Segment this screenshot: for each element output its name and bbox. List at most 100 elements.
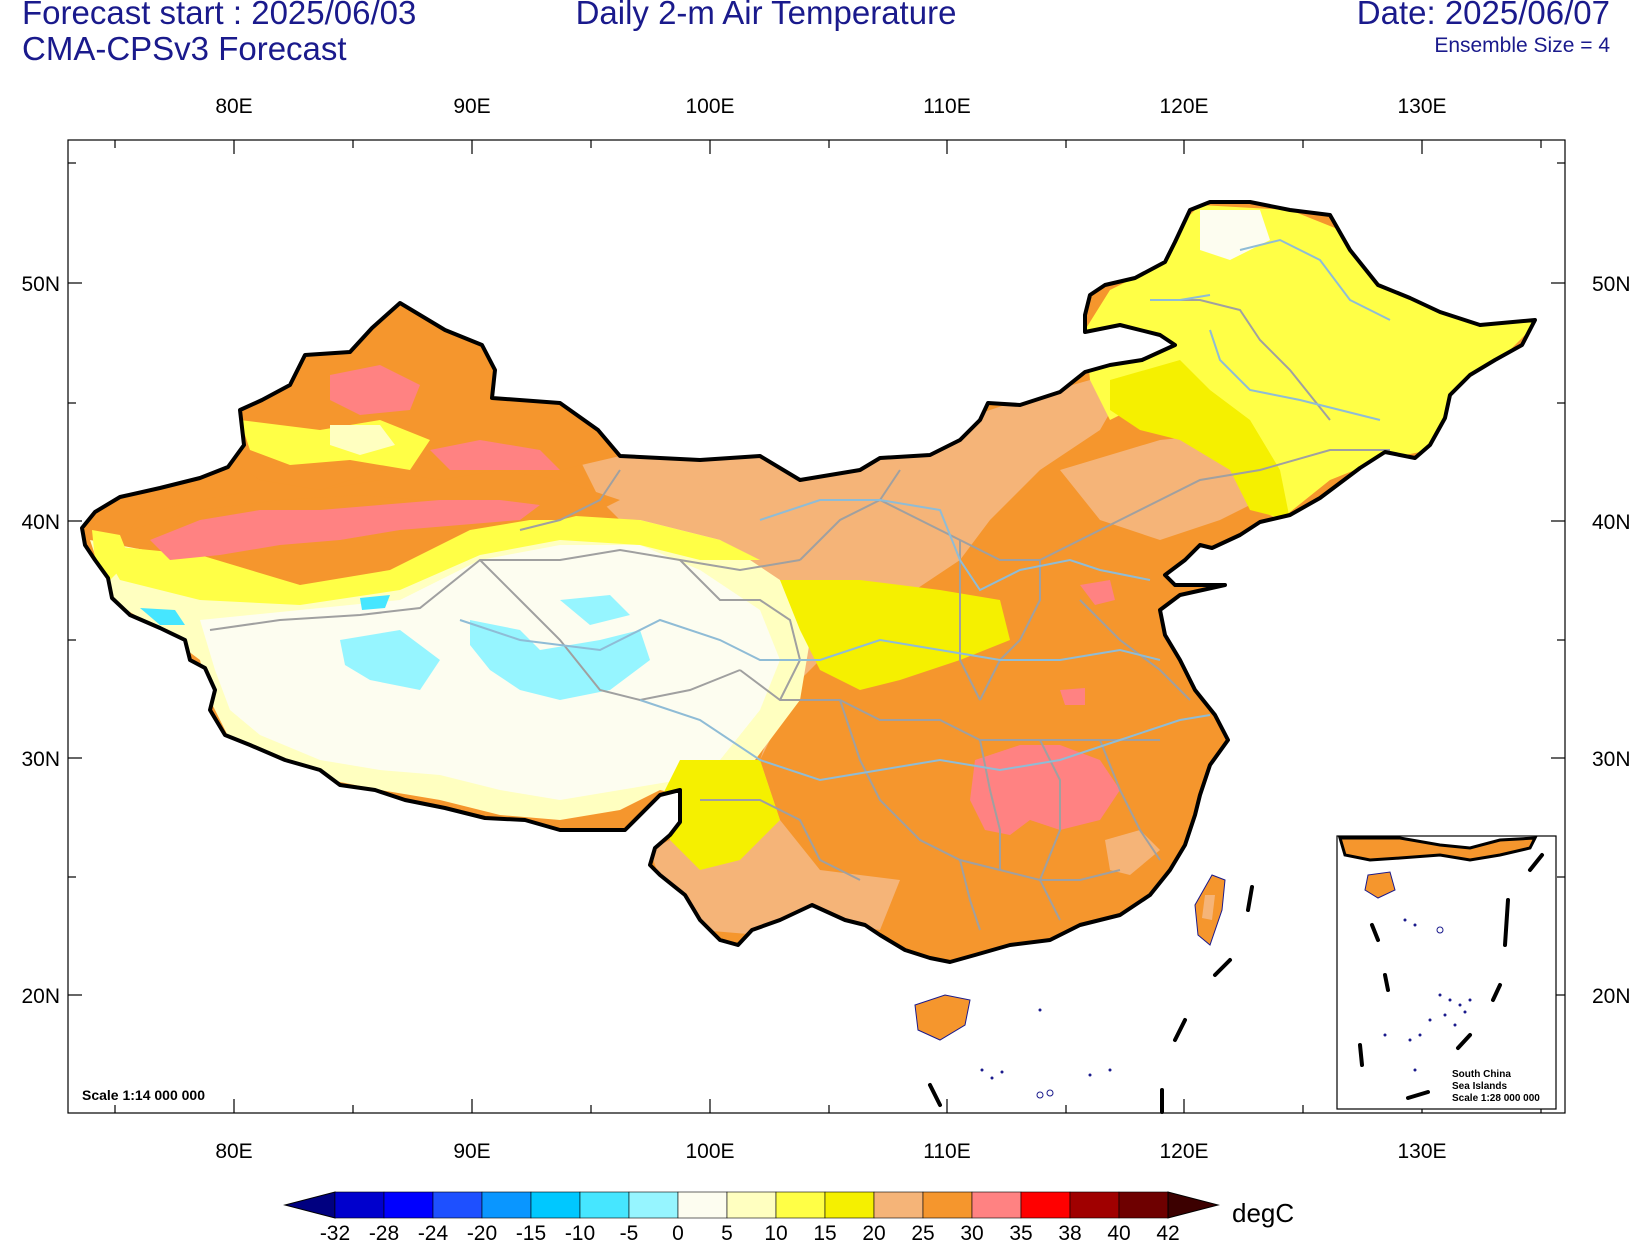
- lon-label: 130E: [1397, 1140, 1446, 1163]
- province-boundaries: [209, 299, 1390, 931]
- field-0-5-spot: [470, 620, 650, 700]
- lat-label: 40N: [21, 511, 60, 534]
- colorbar-swatch: [922, 1191, 973, 1219]
- field-15-20-edge: [100, 515, 760, 605]
- lat-label: 40N: [1592, 511, 1631, 534]
- colorbar-label: 38: [1058, 1222, 1081, 1241]
- field-30-35-central: [970, 745, 1120, 835]
- inset-islands: [1383, 918, 1472, 1072]
- colorbar-label: -10: [565, 1222, 595, 1241]
- colorbar-label: 15: [813, 1222, 836, 1241]
- field-0-5-spot: [560, 595, 630, 625]
- inset-dashes: [1358, 853, 1544, 1100]
- colorbar-swatch: [873, 1191, 924, 1219]
- maritime-boundary-dashes: [928, 885, 1254, 1114]
- lon-label: 130E: [1397, 95, 1446, 118]
- inset-scale-label: Scale 1:28 000 000: [1452, 1093, 1540, 1104]
- field-minus5-0-spot: [140, 608, 185, 625]
- lon-label: 80E: [215, 1140, 252, 1163]
- lat-label: 50N: [21, 273, 60, 296]
- colorbar-swatch: [824, 1191, 875, 1219]
- forecast-start-label: Forecast start : 2025/06/03: [22, 0, 417, 31]
- lat-label: 50N: [1592, 273, 1631, 296]
- model-label: CMA-CPSv3 Forecast: [22, 30, 347, 67]
- colorbar-swatch: [726, 1191, 777, 1219]
- field-30-35-tarim: [150, 500, 540, 560]
- lon-label: 100E: [685, 95, 734, 118]
- inset-title-line1: South China: [1452, 1069, 1511, 1080]
- south-china-sea-islands: [980, 1008, 1112, 1099]
- taiwan-highland: [1202, 895, 1215, 920]
- colorbar-swatch: [1167, 1191, 1220, 1219]
- lon-label: 110E: [923, 1140, 971, 1163]
- colorbar-swatch: [481, 1191, 532, 1219]
- field-15-20-yunnan: [660, 760, 780, 870]
- colorbar-swatch: [677, 1191, 728, 1219]
- field-30-35-turpan: [430, 440, 560, 470]
- field-20-25-fujian: [1105, 830, 1160, 875]
- lon-label: 90E: [453, 95, 490, 118]
- field-10-15-tianshan: [330, 425, 395, 455]
- colorbar-swatch: [1069, 1191, 1120, 1219]
- colorbar-label: 10: [764, 1222, 787, 1241]
- colorbar-label: -28: [369, 1222, 399, 1241]
- colorbar-label: 40: [1107, 1222, 1130, 1241]
- lon-label: 120E: [1159, 95, 1208, 118]
- colorbar-unit: degC: [1232, 1198, 1294, 1228]
- colorbar-swatch: [334, 1191, 385, 1219]
- china-border: [80, 200, 1537, 964]
- colorbar-label: 20: [862, 1222, 885, 1241]
- colorbar-swatch: [971, 1191, 1022, 1219]
- colorbar-label: 25: [911, 1222, 934, 1241]
- latitude-labels-left: 50N 40N 30N 20N: [21, 273, 60, 1008]
- latitude-labels-right: 50N 40N 30N 20N: [1592, 273, 1631, 1008]
- rivers: [459, 238, 1391, 782]
- axis-ticks: [68, 140, 1565, 1113]
- map-scale-label: Scale 1:14 000 000: [82, 1087, 205, 1103]
- lat-label: 30N: [1592, 748, 1631, 771]
- field-20-25-north: [600, 455, 720, 540]
- colorbar-swatch: [383, 1191, 434, 1219]
- colorbar-label: -20: [467, 1222, 497, 1241]
- hainan-island: [914, 994, 971, 1041]
- lon-label: 120E: [1159, 1140, 1208, 1163]
- field-30-35-hebei: [1080, 580, 1115, 605]
- field-25-30-tarim-rim: [130, 470, 620, 530]
- colorbar-swatch: [283, 1191, 336, 1219]
- colorbar-label: -15: [516, 1222, 546, 1241]
- chart-title: Daily 2-m Air Temperature: [575, 0, 957, 31]
- field-30-35-junggar: [330, 365, 420, 415]
- lat-label: 30N: [21, 748, 60, 771]
- colorbar-swatch: [579, 1191, 630, 1219]
- longitude-labels-bottom: 80E 90E 100E 110E 120E 130E: [215, 1140, 1446, 1163]
- field-15-20-qinling: [780, 580, 1010, 690]
- lon-label: 110E: [923, 95, 971, 118]
- colorbar-label: 5: [721, 1222, 733, 1241]
- field-30-35-henan: [1060, 688, 1085, 705]
- colorbar-swatch: [1118, 1191, 1169, 1219]
- colorbar-label: -5: [620, 1222, 639, 1241]
- colorbar-label: 42: [1156, 1222, 1179, 1241]
- colorbar-swatch: [432, 1191, 483, 1219]
- lat-label: 20N: [1592, 985, 1631, 1008]
- colorbar: -32 -28 -24 -20 -15 -10 -5 0 5 10 15 20 25 30 35 38 40 42: [283, 1191, 1220, 1241]
- colorbar-label: 30: [960, 1222, 983, 1241]
- inset-title-line2: Sea Islands: [1452, 1081, 1507, 1092]
- inset-coast: [1337, 836, 1538, 862]
- colorbar-swatch: [1020, 1191, 1071, 1219]
- colorbar-label: 35: [1009, 1222, 1032, 1241]
- field-15-20-ne: [1085, 205, 1535, 520]
- colorbar-label: -24: [418, 1222, 449, 1241]
- field-15-20-ne-strong: [1110, 360, 1290, 520]
- field-5-10-plateau: [200, 545, 780, 800]
- lon-label: 90E: [453, 1140, 490, 1163]
- inset-hainan: [1364, 871, 1396, 899]
- colorbar-label: 0: [672, 1222, 684, 1241]
- field-minus5-0-spot: [360, 595, 390, 610]
- colorbar-swatch: [530, 1191, 581, 1219]
- colorbar-label: -32: [320, 1222, 350, 1241]
- lon-label: 100E: [685, 1140, 734, 1163]
- ensemble-size-label: Ensemble Size = 4: [1434, 34, 1610, 57]
- colorbar-swatch: [775, 1191, 826, 1219]
